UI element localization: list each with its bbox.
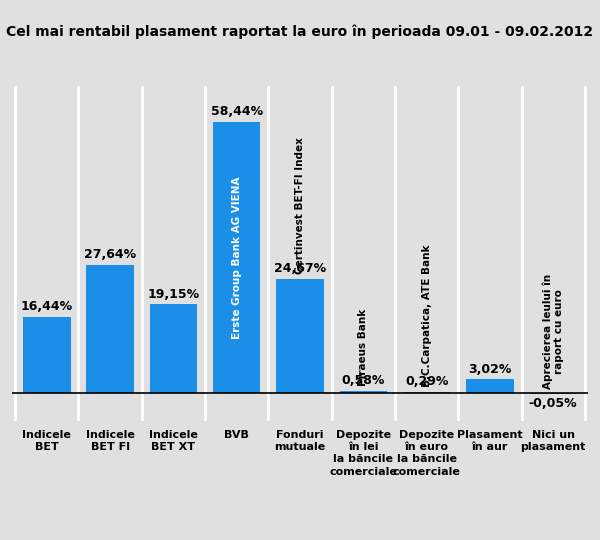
Bar: [340, 390, 387, 393]
Text: Certinvest BET-FI Index: Certinvest BET-FI Index: [295, 137, 305, 274]
Bar: [466, 379, 514, 393]
Text: Aprecierea leului în
raport cu euro: Aprecierea leului în raport cu euro: [542, 274, 564, 389]
Text: Piraeus Bank: Piraeus Bank: [358, 309, 368, 386]
Text: 24,67%: 24,67%: [274, 262, 326, 275]
Text: 3,02%: 3,02%: [468, 362, 512, 375]
Bar: [23, 317, 71, 393]
Text: 0,58%: 0,58%: [341, 374, 385, 387]
Bar: [276, 279, 324, 393]
Bar: [149, 304, 197, 393]
Text: 16,44%: 16,44%: [21, 300, 73, 313]
Bar: [86, 265, 134, 393]
Text: 27,64%: 27,64%: [84, 248, 136, 261]
Bar: [403, 392, 451, 393]
Text: Cel mai rentabil plasament raportat la euro în perioada 09.01 - 09.02.2012: Cel mai rentabil plasament raportat la e…: [7, 24, 593, 39]
Text: 58,44%: 58,44%: [211, 105, 263, 118]
Text: 19,15%: 19,15%: [148, 287, 199, 301]
Text: -0,05%: -0,05%: [529, 397, 577, 410]
Text: 0,29%: 0,29%: [405, 375, 448, 388]
Text: B.C.Carpatica, ATE Bank: B.C.Carpatica, ATE Bank: [422, 245, 431, 387]
Bar: [213, 122, 260, 393]
Text: Erste Group Bank AG VIENA: Erste Group Bank AG VIENA: [232, 176, 242, 339]
